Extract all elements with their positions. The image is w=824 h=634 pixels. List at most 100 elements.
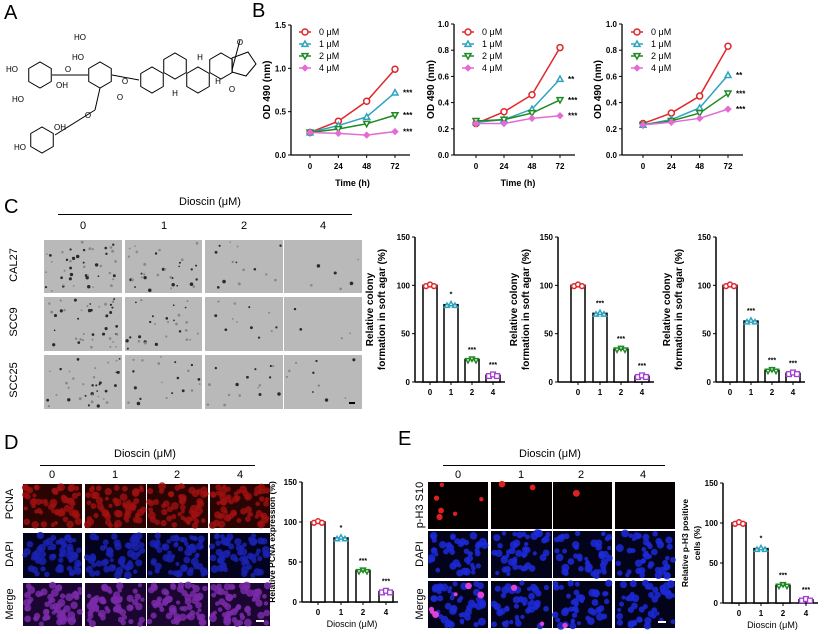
y-tick-label: 0.2 <box>438 125 450 134</box>
structure-ring <box>28 61 52 89</box>
cell-spot <box>88 247 92 251</box>
cell-spot <box>533 529 542 538</box>
significance-label: *** <box>768 357 776 364</box>
cell-spot <box>58 557 64 563</box>
fluorescence-image <box>491 480 552 529</box>
colony-image <box>44 297 122 351</box>
cell-spot <box>349 332 352 335</box>
cell-spot <box>643 622 651 630</box>
significance-label: *** <box>468 347 476 354</box>
cell-spot <box>218 244 221 247</box>
cell-spot <box>237 282 241 286</box>
cell-spot <box>133 569 138 574</box>
cell-spot <box>65 381 68 385</box>
cell-spot <box>173 542 179 548</box>
cell-spot <box>27 586 36 594</box>
c-treatment-label: Dioscin (μM) <box>179 196 241 208</box>
replicate-point <box>386 589 394 596</box>
cell-spot <box>528 564 536 572</box>
cell-spot <box>130 552 139 560</box>
cell-spot <box>496 609 504 617</box>
cell-spot <box>147 570 153 576</box>
legend-marker <box>301 28 309 36</box>
structure-atom-label: H <box>215 77 221 86</box>
cell-spot <box>50 310 54 314</box>
significance-label: * <box>450 292 453 299</box>
cell-spot <box>165 335 168 338</box>
cell-spot <box>94 367 97 370</box>
fluorescence-image <box>22 531 82 578</box>
fluorescence-image <box>615 579 676 630</box>
cell-spot <box>92 375 96 379</box>
cell-spot <box>140 276 143 279</box>
cell-spot <box>74 567 82 575</box>
cell-spot <box>105 252 108 256</box>
cell-spot <box>102 539 109 546</box>
cell-spot <box>250 573 256 578</box>
cell-spot <box>181 389 185 393</box>
cell-spot <box>126 604 134 612</box>
cell-spot <box>93 512 99 519</box>
fluorescence-image <box>551 579 613 630</box>
replicate-point <box>730 282 738 290</box>
data-point <box>334 129 343 138</box>
cell-spot <box>279 244 282 247</box>
cell-spot <box>134 593 142 600</box>
significance-label: * <box>760 536 763 543</box>
cell-spot <box>183 541 189 546</box>
cell-spot <box>177 546 184 552</box>
cell-spot <box>171 283 175 287</box>
cell-spot <box>357 258 360 261</box>
data-point <box>527 109 537 118</box>
cell-spot <box>232 593 237 598</box>
cell-spot <box>132 370 135 373</box>
cell-spot <box>605 579 613 587</box>
cell-spot <box>452 511 458 516</box>
replicate-point <box>621 347 629 354</box>
x-tick-label: 0 <box>308 162 313 171</box>
cell-spot <box>54 508 61 515</box>
cell-spot <box>563 533 570 540</box>
e-dose-2: 2 <box>577 469 585 481</box>
cell-spot <box>558 584 564 590</box>
cell-spot <box>122 503 129 509</box>
cell-spot <box>176 376 180 380</box>
structure-bond <box>94 87 101 111</box>
cell-spot <box>454 538 461 545</box>
significance-label: *** <box>736 105 746 114</box>
cell-spot <box>311 391 314 393</box>
cell-spot <box>112 274 116 278</box>
cell-spot <box>317 384 321 387</box>
cell-spot <box>605 533 613 541</box>
cell-spot <box>638 567 646 575</box>
cell-spot <box>149 320 152 324</box>
cell-spot <box>77 317 80 320</box>
cell-spot <box>596 612 604 621</box>
micrograph-background <box>125 355 202 409</box>
data-point <box>724 42 732 51</box>
cell-spot <box>95 560 103 567</box>
cell-spot <box>598 550 605 557</box>
cell-spot <box>56 618 63 626</box>
colony-image <box>205 240 283 293</box>
cell-spot <box>647 543 653 550</box>
fluorescence-image <box>428 482 488 529</box>
cell-spot <box>77 586 82 592</box>
cell-spot <box>105 401 109 404</box>
data-point <box>555 74 565 83</box>
cell-spot <box>140 597 145 602</box>
cell-spot <box>137 583 143 588</box>
x-tick-label: 0 <box>428 388 433 397</box>
x-tick-label: 2 <box>781 609 786 618</box>
bar <box>753 547 769 604</box>
cell-spot <box>124 518 130 523</box>
cell-spot <box>616 612 623 620</box>
cell-spot <box>90 485 96 491</box>
cell-spot <box>263 582 272 590</box>
cell-spot <box>479 497 484 502</box>
cell-spot <box>642 604 648 610</box>
c-dose-0: 0 <box>79 220 87 232</box>
cell-spot <box>210 565 219 573</box>
data-point <box>695 114 704 123</box>
cell-spot <box>170 287 173 290</box>
